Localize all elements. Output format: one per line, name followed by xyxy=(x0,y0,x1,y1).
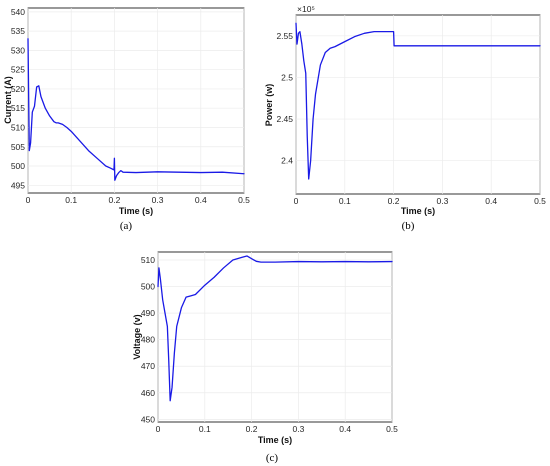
x-tick-label: 0.1 xyxy=(199,424,211,434)
x-tick-label: 0 xyxy=(156,424,161,434)
panel-c-voltage-chart: 450 460 470 480 490 500 510 0 0.1 0.2 0.3 0.4 0.5 T… xyxy=(132,251,399,464)
y-tick-label: 525 xyxy=(11,65,25,75)
x-tick-label: 0.3 xyxy=(152,195,164,205)
panel-a-current-chart: 495 500 505 510 515 520 525 530 535 540 0 0.1 0.2 0.… xyxy=(3,7,250,232)
x-tick-label: 0.2 xyxy=(388,196,400,206)
plot-frame xyxy=(27,7,245,194)
x-axis-label: Time (s) xyxy=(119,206,153,216)
x-tick-label: 0 xyxy=(294,196,299,206)
x-tick-label: 0.3 xyxy=(436,196,448,206)
x-tick-labels: 0 0.1 0.2 0.3 0.4 0.5 xyxy=(26,195,251,205)
x-tick-label: 0.5 xyxy=(534,196,546,206)
x-tick-label: 0.2 xyxy=(108,195,120,205)
y-tick-label: 2.5 xyxy=(281,72,293,82)
x-tick-label: 0.2 xyxy=(246,424,258,434)
x-tick-label: 0.5 xyxy=(386,424,398,434)
x-tick-label: 0.5 xyxy=(238,195,250,205)
y-tick-label: 500 xyxy=(141,282,155,292)
y-axis-label: Voltage (v) xyxy=(132,314,142,359)
plot-frame xyxy=(295,14,541,195)
y-tick-label: 515 xyxy=(11,103,25,113)
y-axis-exponent: ×10⁵ xyxy=(297,4,315,14)
y-tick-label: 535 xyxy=(11,26,25,36)
y-tick-label: 2.55 xyxy=(276,31,293,41)
series-line xyxy=(157,255,393,402)
y-tick-label: 460 xyxy=(141,388,155,398)
x-tick-labels: 0 0.1 0.2 0.3 0.4 0.5 xyxy=(294,196,547,206)
y-tick-label: 505 xyxy=(11,142,25,152)
y-tick-label: 500 xyxy=(11,161,25,171)
x-axis-label: Time (s) xyxy=(258,435,292,445)
panel-b-power-chart: 2.4 2.45 2.5 2.55 0 0.1 0.2 0.3 0.4 0.5 ×10⁵ Tim… xyxy=(264,4,546,232)
panel-label: (c) xyxy=(266,452,279,464)
panel-label: (b) xyxy=(402,220,415,232)
y-tick-labels: 2.4 2.45 2.5 2.55 xyxy=(276,31,293,166)
y-tick-labels: 450 460 470 480 490 500 510 xyxy=(141,255,155,424)
y-tick-label: 470 xyxy=(141,361,155,371)
x-tick-labels: 0 0.1 0.2 0.3 0.4 0.5 xyxy=(156,424,399,434)
x-tick-label: 0 xyxy=(26,195,31,205)
y-tick-label: 2.45 xyxy=(276,114,293,124)
x-tick-label: 0.1 xyxy=(339,196,351,206)
gridlines xyxy=(157,252,393,422)
gridlines xyxy=(295,15,541,194)
y-tick-label: 530 xyxy=(11,45,25,55)
x-axis-label: Time (s) xyxy=(401,206,435,216)
y-tick-label: 450 xyxy=(141,414,155,424)
panel-label: (a) xyxy=(120,220,133,232)
x-tick-label: 0.4 xyxy=(485,196,497,206)
y-axis-label: Current (A) xyxy=(3,76,13,124)
y-tick-label: 520 xyxy=(11,84,25,94)
y-tick-label: 490 xyxy=(141,308,155,318)
y-tick-label: 2.4 xyxy=(281,156,293,166)
x-tick-label: 0.1 xyxy=(65,195,77,205)
x-tick-label: 0.4 xyxy=(195,195,207,205)
y-tick-labels: 495 500 505 510 515 520 525 530 535 540 xyxy=(11,7,25,190)
series-line xyxy=(295,22,541,180)
y-tick-label: 510 xyxy=(11,122,25,132)
y-tick-label: 540 xyxy=(11,7,25,17)
plot-frame xyxy=(157,251,393,423)
y-axis-label: Power (w) xyxy=(264,84,274,127)
x-tick-label: 0.3 xyxy=(292,424,304,434)
x-tick-label: 0.4 xyxy=(339,424,351,434)
y-tick-label: 495 xyxy=(11,180,25,190)
series-line xyxy=(27,38,245,181)
y-tick-label: 510 xyxy=(141,255,155,265)
y-tick-label: 480 xyxy=(141,335,155,345)
